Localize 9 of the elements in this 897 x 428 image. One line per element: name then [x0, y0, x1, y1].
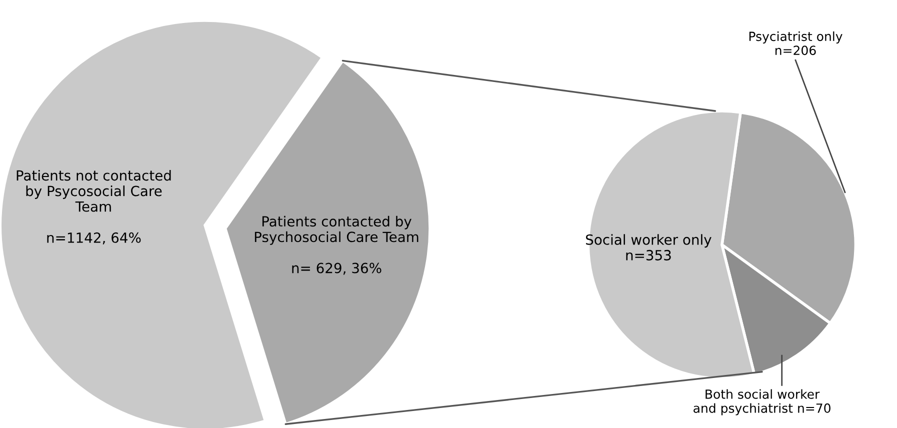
- data-label: n= 629, 36%: [292, 262, 382, 275]
- data-label: n=1142, 64%: [47, 232, 141, 244]
- slice-label: Psyciatrist only: [749, 31, 842, 44]
- slice-label: Social worker only: [586, 234, 712, 248]
- slice-label: Both social worker and psychiatrist n=70: [694, 389, 830, 416]
- data-label: n=206: [775, 46, 816, 56]
- data-label: n=353: [626, 250, 671, 260]
- slice-label: Patients not contacted by Psycosocial Care Team: [16, 170, 171, 212]
- slice-label: Patients contacted by Psychosocial Care Team: [254, 216, 418, 245]
